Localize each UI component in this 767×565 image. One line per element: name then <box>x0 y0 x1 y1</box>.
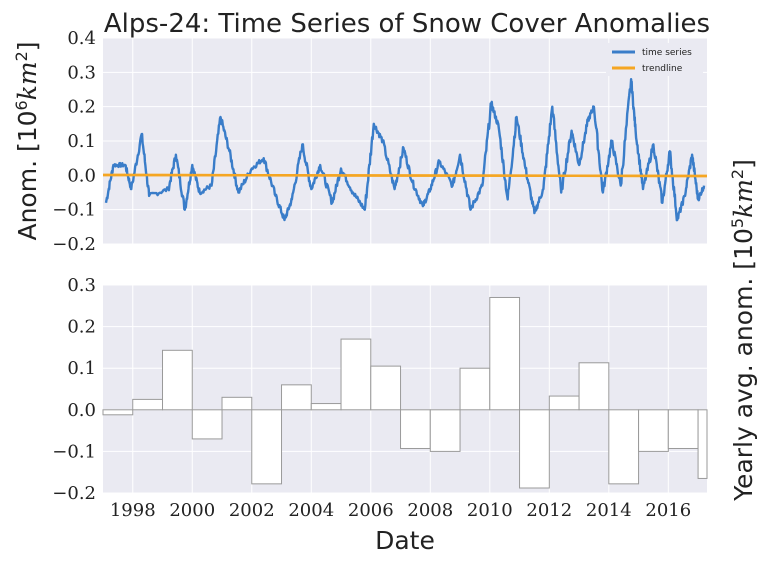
x-tick-label: 2000 <box>169 500 215 521</box>
bar-1997 <box>102 409 134 416</box>
bottom-y-tick-label: −0.1 <box>52 441 96 462</box>
bar-2014 <box>608 409 640 485</box>
x-axis-label: Date <box>375 526 435 555</box>
bar-2015 <box>638 409 669 452</box>
bar-2008 <box>429 409 461 452</box>
bottom-x-ticks: 1998 2000 2002 2004 2006 2008 2010 2012 2014 2016 <box>110 500 691 521</box>
bottom-y-ticks: −0.2 −0.1 0.0 0.1 0.2 0.3 <box>52 275 96 504</box>
bar-2017 <box>697 409 708 479</box>
bar-1999 <box>162 349 193 411</box>
x-tick-label: 2016 <box>645 500 691 521</box>
bottom-y-tick-label: 0.1 <box>67 358 96 379</box>
x-tick-label: 1998 <box>110 500 156 521</box>
yearly-bars <box>102 296 708 489</box>
x-tick-label: 2002 <box>229 500 275 521</box>
bar-2003 <box>281 384 312 411</box>
bottom-y-axis-label: Yearly avg. anom. [105km2] <box>728 159 758 502</box>
top-y-tick-label: −0.1 <box>52 200 96 221</box>
bar-2012 <box>548 395 580 411</box>
bottom-y-tick-label: 0.0 <box>67 400 96 421</box>
bar-2005 <box>340 338 372 411</box>
top-y-tick-label: 0.4 <box>67 28 96 49</box>
bottom-panel: −0.2 −0.1 0.0 0.1 0.2 0.3 1998 2000 2002 2004 200… <box>52 159 758 555</box>
trendline-overlay <box>102 173 708 178</box>
bar-2004 <box>310 403 342 411</box>
time-series <box>102 77 708 222</box>
time-series-line <box>104 77 706 222</box>
bar-1998 <box>132 398 164 411</box>
bottom-y-tick-label: 0.2 <box>67 317 96 338</box>
bar-2013 <box>578 362 610 411</box>
x-tick-label: 2012 <box>526 500 572 521</box>
top-y-tick-label: 0.3 <box>67 62 96 83</box>
legend-box <box>606 43 703 76</box>
x-tick-label: 2008 <box>407 500 453 521</box>
top-y-tick-label: 0.1 <box>67 131 96 152</box>
bar-2011 <box>519 409 550 489</box>
bar-2016 <box>667 409 699 449</box>
top-y-ticks: −0.2 −0.1 0.0 0.1 0.2 0.3 0.4 <box>52 28 96 255</box>
x-tick-label: 2010 <box>467 500 513 521</box>
legend-label-time-series: time series <box>642 48 692 58</box>
bar-2001 <box>221 396 253 411</box>
chart-title: Alps-24: Time Series of Snow Cover Anoma… <box>104 9 710 39</box>
legend-label-trendline: trendline <box>642 64 683 74</box>
bar-2002 <box>251 409 283 485</box>
x-tick-label: 2006 <box>348 500 394 521</box>
top-y-tick-label: −0.2 <box>52 234 96 255</box>
top-y-tick-label: 0.0 <box>67 165 96 186</box>
bar-2009 <box>459 367 491 411</box>
bar-2006 <box>370 365 402 411</box>
x-tick-label: 2014 <box>586 500 632 521</box>
top-y-tick-label: 0.2 <box>67 97 96 118</box>
x-tick-label: 2004 <box>288 500 334 521</box>
bottom-y-tick-label: −0.2 <box>52 483 96 504</box>
bottom-y-tick-label: 0.3 <box>67 275 96 296</box>
legend: time series trendline <box>606 43 703 76</box>
bar-2007 <box>400 409 431 449</box>
bar-2000 <box>191 409 223 440</box>
bar-2010 <box>489 296 521 411</box>
top-y-axis-label: Anom. [106km2] <box>12 41 42 240</box>
top-panel: −0.2 −0.1 0.0 0.1 0.2 0.3 0.4 Anom. [106km2] t… <box>12 28 708 255</box>
